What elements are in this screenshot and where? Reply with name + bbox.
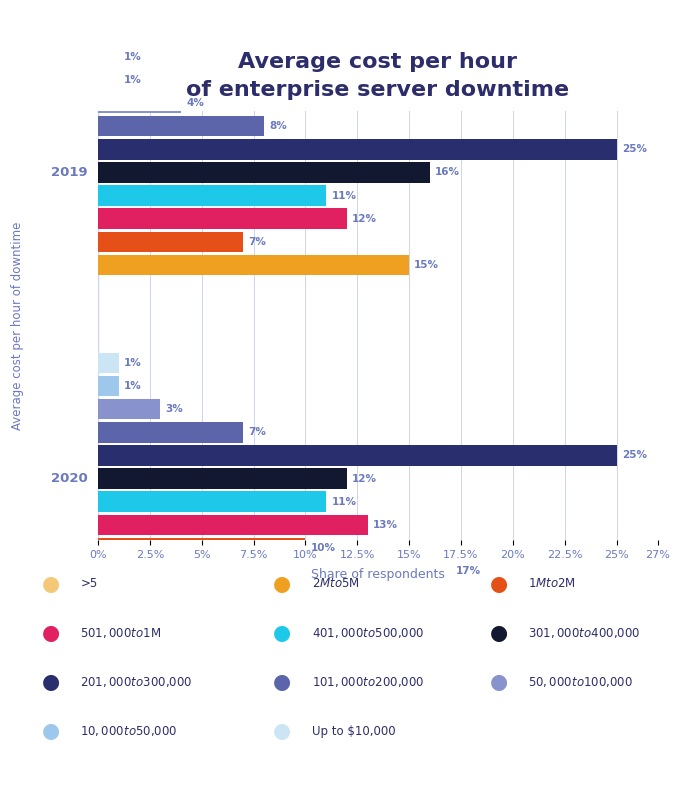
Text: ●: ● [42, 721, 60, 742]
Text: 11%: 11% [331, 191, 356, 201]
Text: 12%: 12% [352, 473, 377, 484]
Text: 7%: 7% [248, 427, 266, 437]
Text: 2019: 2019 [51, 166, 88, 179]
Bar [98, 422, 243, 442]
Bar [98, 515, 368, 535]
Text: 17%: 17% [456, 566, 481, 576]
Text: Average cost per hour
of enterprise server downtime: Average cost per hour of enterprise serv… [186, 52, 570, 99]
Text: ●: ● [273, 622, 291, 643]
Bar [98, 376, 119, 396]
Bar [98, 445, 617, 466]
Text: 15%: 15% [414, 260, 440, 270]
Text: $301,000 to $400,000: $301,000 to $400,000 [528, 626, 641, 640]
Text: 12%: 12% [352, 214, 377, 224]
Text: 25%: 25% [622, 145, 647, 154]
Text: 4%: 4% [186, 98, 204, 108]
Text: ●: ● [42, 622, 60, 643]
Text: 1%: 1% [124, 75, 141, 85]
Bar [98, 561, 451, 581]
Text: ●: ● [490, 573, 508, 594]
Bar [98, 232, 243, 252]
Text: 1%: 1% [124, 358, 141, 368]
Text: 1%: 1% [124, 52, 141, 62]
Text: >5: >5 [80, 577, 98, 590]
Text: 10%: 10% [311, 543, 335, 553]
Text: ●: ● [273, 721, 291, 742]
Text: $101,000 to $200,000: $101,000 to $200,000 [312, 675, 424, 689]
X-axis label: Share of respondents: Share of respondents [311, 568, 445, 581]
Text: ●: ● [273, 573, 291, 594]
Text: $1M to $2M: $1M to $2M [528, 577, 576, 590]
Bar [98, 46, 119, 67]
Text: ●: ● [490, 622, 508, 643]
Bar [98, 255, 409, 276]
Text: 11%: 11% [331, 497, 356, 507]
Text: 13%: 13% [373, 520, 398, 530]
Bar [98, 209, 347, 229]
Bar [98, 139, 617, 160]
Text: ●: ● [42, 573, 60, 594]
Bar [98, 185, 326, 206]
Text: $401,000 to $500,000: $401,000 to $500,000 [312, 626, 424, 640]
Text: $50,000 to $100,000: $50,000 to $100,000 [528, 675, 634, 689]
Bar [98, 468, 347, 489]
Bar [98, 491, 326, 512]
Text: 16%: 16% [435, 168, 460, 178]
Text: 2020: 2020 [51, 472, 88, 485]
Text: $2M to $5M: $2M to $5M [312, 577, 359, 590]
Text: ●: ● [273, 672, 291, 692]
Bar [98, 162, 430, 183]
Text: 1%: 1% [124, 381, 141, 391]
Bar [98, 399, 160, 419]
Text: ●: ● [490, 672, 508, 692]
Text: ●: ● [42, 672, 60, 692]
Text: 8%: 8% [269, 121, 287, 131]
Bar [98, 93, 181, 114]
Text: 7%: 7% [248, 237, 266, 247]
Text: Up to $10,000: Up to $10,000 [312, 725, 395, 738]
Bar [98, 70, 119, 91]
Text: Average cost per hour of downtime: Average cost per hour of downtime [11, 222, 24, 430]
Text: $201,000 to $300,000: $201,000 to $300,000 [80, 675, 193, 689]
Bar [98, 353, 119, 373]
Text: $10,000 to $50,000: $10,000 to $50,000 [80, 724, 178, 738]
Text: 3%: 3% [165, 404, 183, 414]
Bar [98, 116, 264, 137]
Text: 25%: 25% [622, 450, 647, 461]
Text: $501,000 to $1M: $501,000 to $1M [80, 626, 162, 640]
Bar [98, 538, 305, 558]
